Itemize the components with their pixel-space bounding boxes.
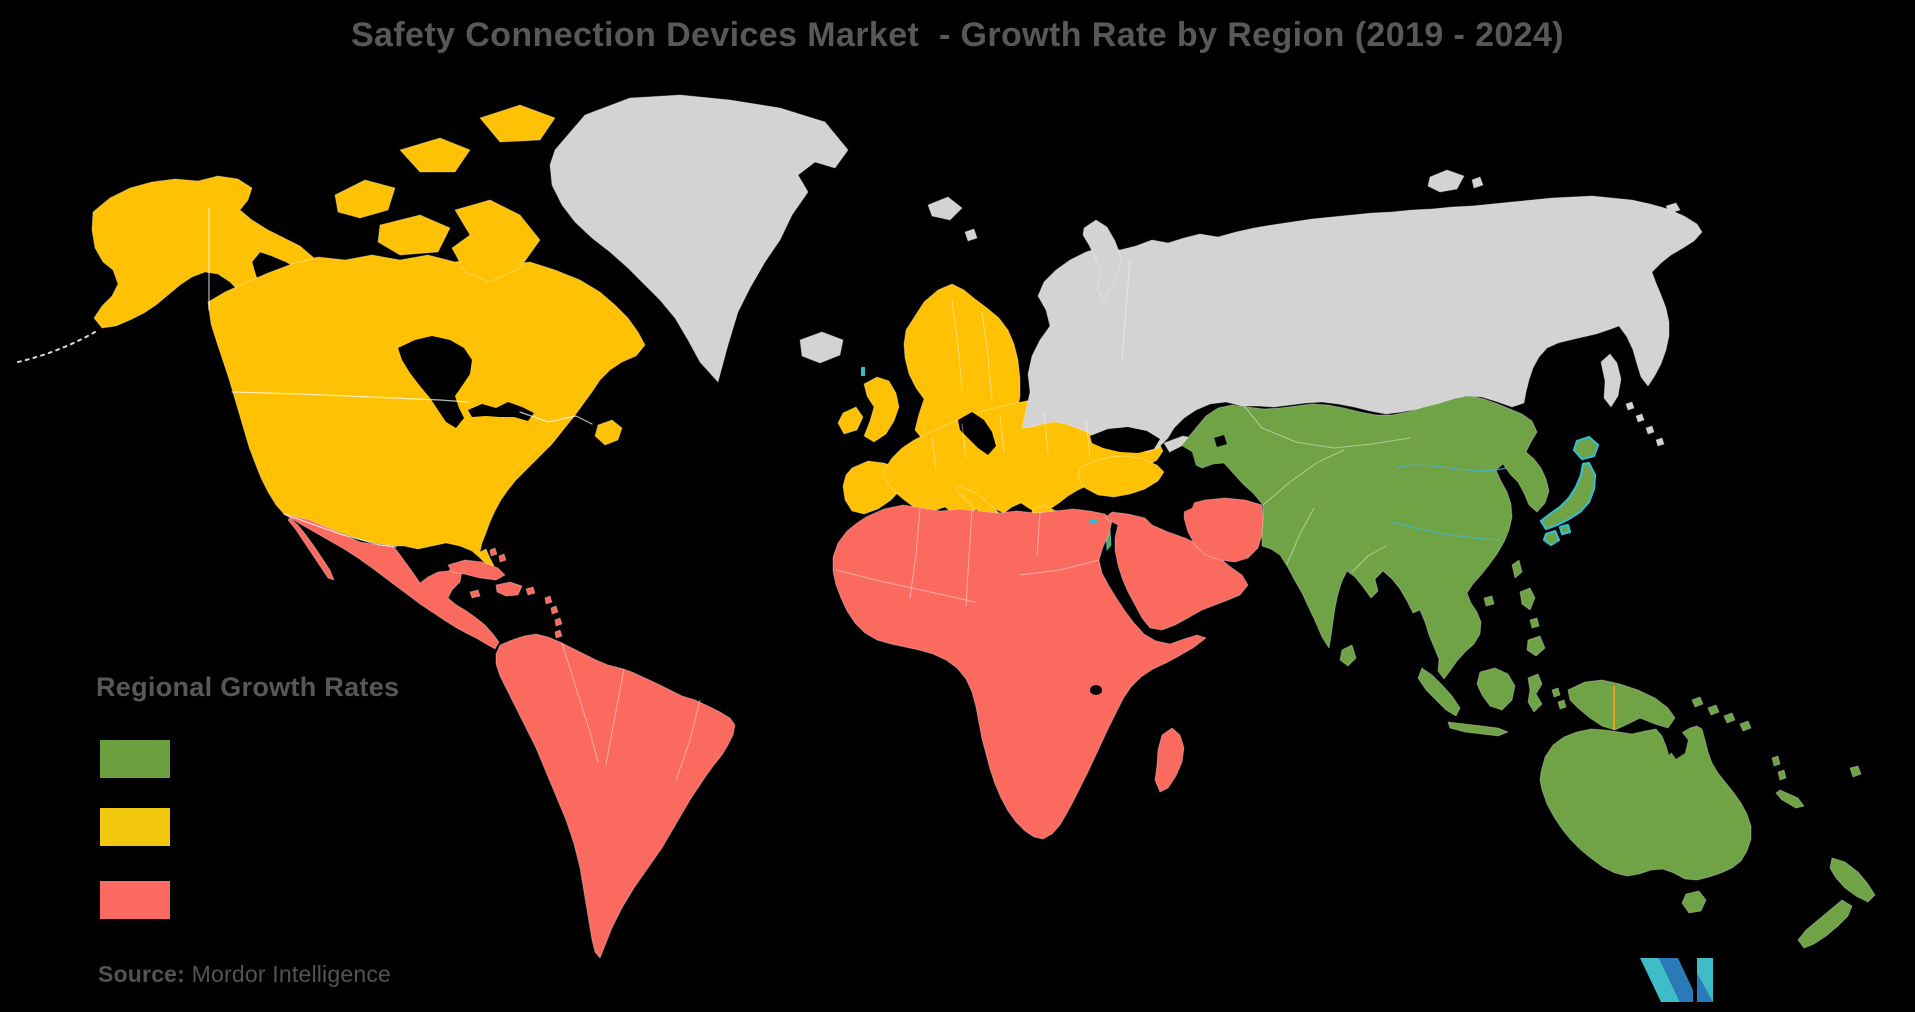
map-country-borders: [17, 207, 1615, 781]
mordor-intelligence-logo: [1638, 957, 1714, 1003]
page-title: Safety Connection Devices Market - Growt…: [350, 16, 1565, 54]
map-region-north-america: [91, 104, 1165, 567]
cyprus-highlight: [1090, 520, 1097, 524]
logo-teal-ribbon: [1640, 958, 1680, 1002]
faroe-highlight: [861, 367, 865, 376]
source-attribution: Source: Mordor Intelligence: [98, 961, 391, 988]
logo-blue-ribbon: [1659, 958, 1693, 1002]
map-region-japan: [1539, 435, 1600, 547]
legend-title: Regional Growth Rates: [96, 672, 400, 702]
logo-blue-triangle: [1697, 973, 1713, 1002]
map-region-asia-pacific: [1105, 395, 1876, 949]
legend-swatch-red: [100, 881, 170, 919]
source-label: Source:: [98, 961, 186, 987]
map-region-mea-latam: [283, 497, 1264, 959]
map-region-russia-greenland: [549, 94, 1703, 464]
source-text: Mordor Intelligence: [185, 961, 392, 987]
legend-swatch-yellow: [100, 808, 170, 846]
legend-swatch-green: [100, 740, 170, 778]
legend: Regional Growth Rates: [96, 672, 400, 919]
map-inland-seas: [398, 336, 1688, 759]
